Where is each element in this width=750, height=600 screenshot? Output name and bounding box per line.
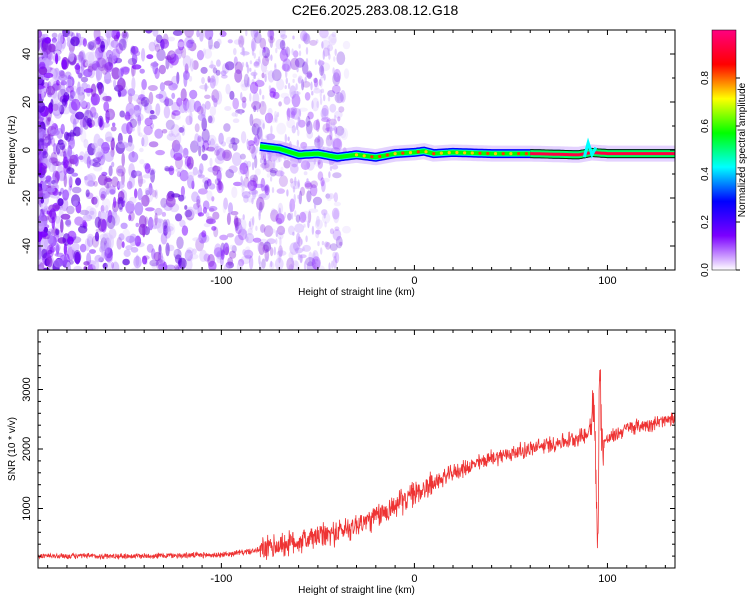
x-tick-label: 0	[411, 275, 417, 287]
y-tick-label: -40	[21, 238, 33, 254]
x-axis-label: Height of straight line (km)	[298, 287, 415, 298]
colorbar-tick-label: 0.2	[700, 215, 711, 229]
y-tick-label: -20	[21, 190, 33, 206]
colorbar	[712, 30, 736, 270]
spectrogram-panel: -100 0 100 -40 -20 0 20 40 Height of straight li…	[7, 29, 748, 298]
x-tick-label: 100	[598, 573, 616, 585]
y-tick-label: 40	[21, 48, 33, 60]
x-tick-label: 100	[598, 275, 616, 287]
colorbar-tick-label: 0.8	[700, 71, 711, 85]
x-tick-label: -100	[210, 573, 232, 585]
colorbar-label: Normalized spectral amplitude	[737, 82, 748, 217]
y-tick-label: 20	[21, 96, 33, 108]
colorbar-frame	[711, 29, 737, 271]
colorbar-tick-label: 0.4	[700, 167, 711, 181]
x-tick-label: -100	[210, 275, 232, 287]
spectrogram-image	[38, 30, 675, 270]
signal-ridge	[259, 137, 675, 166]
y-tick-label: 2000	[21, 437, 33, 461]
y-tick-label: 3000	[21, 377, 33, 401]
y-tick-label: 1000	[21, 496, 33, 520]
snr-panel: -100 0 100 1000 2000 3000 Height of straight l…	[7, 329, 676, 596]
y-axis-label: Frequency (Hz)	[7, 116, 18, 185]
y-axis-label: SNR (10 * v/v)	[7, 417, 18, 481]
figure-title: C2E6.2025.283.08.12.G18	[291, 2, 459, 18]
snr-series	[38, 369, 675, 561]
snr-line	[38, 369, 675, 561]
colorbar-tick-label: 0.0	[700, 263, 711, 277]
x-tick-label: 0	[411, 573, 417, 585]
x-axis-label: Height of straight line (km)	[298, 585, 415, 596]
y-tick-label: 0	[21, 147, 33, 153]
noise-blobs	[38, 30, 351, 270]
colorbar-tick-label: 0.6	[700, 119, 711, 133]
